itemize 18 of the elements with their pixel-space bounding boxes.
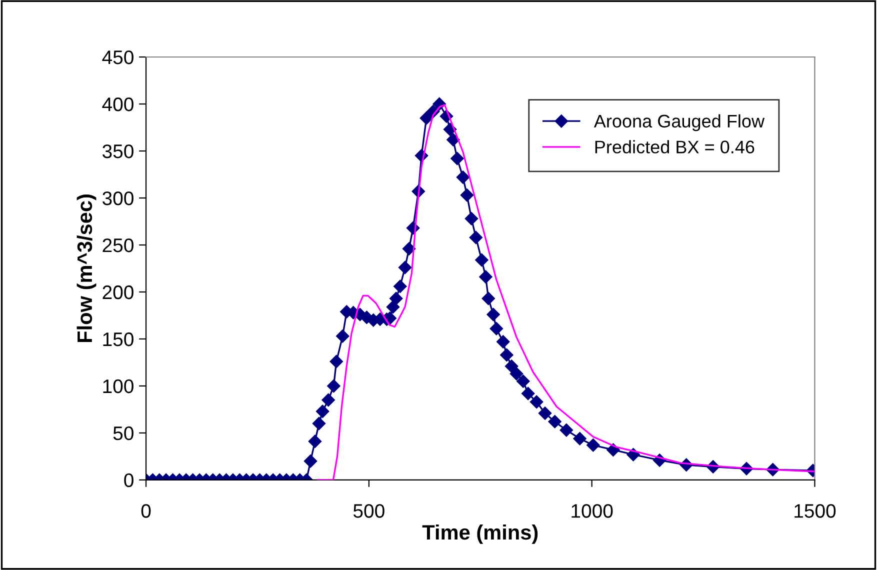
y-tick-label: 400	[102, 97, 134, 112]
y-tick-label: 300	[102, 191, 134, 206]
y-tick-label: 150	[103, 332, 134, 346]
x-tick-label: 1000	[572, 504, 613, 518]
y-tick-label: 0	[124, 473, 134, 488]
x-tick-label: 500	[353, 504, 384, 518]
legend-label: Aroona Gauged Flow	[594, 114, 765, 132]
x-tick-label: 0	[141, 504, 151, 518]
y-tick-label: 200	[102, 285, 134, 300]
legend-label: Predicted BX = 0.46	[595, 140, 754, 154]
x-tick-label: 1500	[794, 504, 836, 518]
y-axis-title: Flow (m^3/sec)	[76, 194, 96, 342]
x-axis-title: Time (mins)	[422, 524, 538, 544]
y-tick-label: 50	[113, 426, 134, 440]
y-tick-label: 100	[103, 379, 134, 394]
y-tick-label: 250	[102, 238, 134, 252]
y-tick-label: 350	[102, 144, 134, 158]
y-tick-label: 450	[102, 50, 134, 64]
